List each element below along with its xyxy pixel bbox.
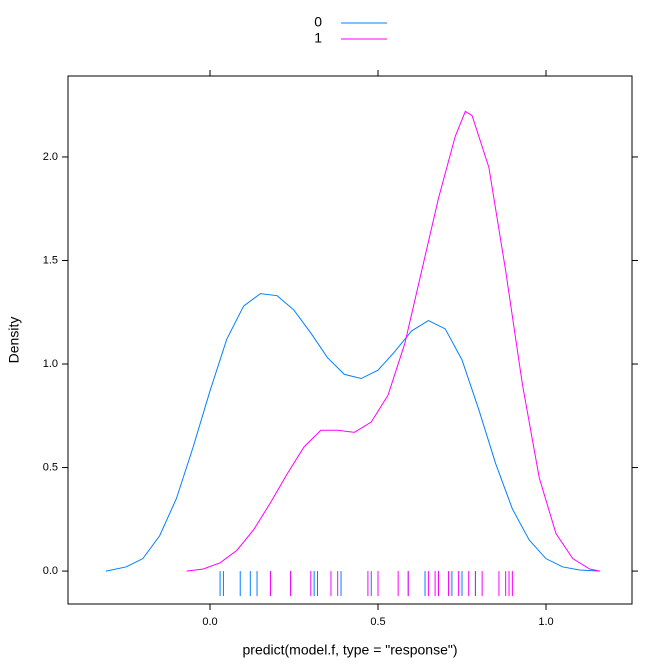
density-line <box>105 293 600 572</box>
legend-label: 0 <box>314 14 322 30</box>
x-tick-label: 0.5 <box>370 616 385 628</box>
x-axis-label: predict(model.f, type = "response") <box>243 642 458 658</box>
y-tick-label: 1.5 <box>43 254 58 266</box>
x-tick-label: 1.0 <box>538 616 553 628</box>
y-tick-label: 0.0 <box>43 565 58 577</box>
y-tick-label: 1.0 <box>43 358 58 370</box>
x-tick-label: 0.0 <box>202 616 217 628</box>
density-line <box>186 110 600 572</box>
y-tick-label: 2.0 <box>43 151 58 163</box>
legend-label: 1 <box>314 30 322 46</box>
y-axis-label: Density <box>6 317 22 364</box>
y-tick-label: 0.5 <box>43 461 58 473</box>
plot-frame <box>67 75 633 605</box>
